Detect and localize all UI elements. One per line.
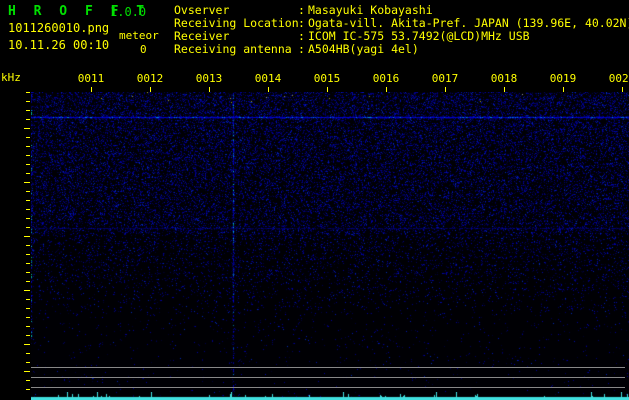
time-tick-label: 0019: [549, 72, 577, 85]
time-tick-label: 0014: [254, 72, 282, 85]
info-value: Masayuki Kobayashi: [308, 3, 433, 17]
freq-minor-tick: [26, 353, 30, 354]
station-info-table: Ovserver : Masayuki Kobayashi Receiving …: [174, 4, 629, 56]
freq-minor-tick: [26, 110, 30, 111]
freq-minor-tick: [26, 155, 30, 156]
waveform-canvas: [31, 392, 629, 400]
freq-tick-mark: [24, 236, 30, 237]
freq-tick-mark: [24, 371, 30, 372]
reference-line: [31, 387, 625, 388]
app-version: 1.0.0: [110, 5, 147, 19]
freq-tick-mark: [24, 182, 30, 183]
datetime-label: 10.11.26 00:10: [8, 38, 110, 52]
spectrogram-panel: kHz 0011 0012 0013 0014 0015 0016 0017 0018 0019…: [0, 70, 629, 400]
freq-minor-tick: [26, 380, 30, 381]
freq-minor-tick: [26, 146, 30, 147]
freq-minor-tick: [26, 200, 30, 201]
freq-minor-tick: [26, 317, 30, 318]
freq-minor-tick: [26, 173, 30, 174]
time-tick-mark: [150, 87, 151, 92]
header-bar: H R O F F T 1.0.0 1011260010.png 10.11.2…: [0, 0, 629, 70]
y-axis-unit-label: kHz: [1, 71, 21, 84]
time-tick-label: 0015: [313, 72, 341, 85]
time-tick-label: 0017: [431, 72, 459, 85]
info-row: Receiving Location : Ogata-vill. Akita-P…: [174, 17, 629, 30]
freq-minor-tick: [26, 254, 30, 255]
freq-minor-tick: [26, 119, 30, 120]
info-key: Receiver: [174, 29, 230, 43]
info-key: Ovserver: [174, 3, 230, 17]
time-tick-mark: [386, 87, 387, 92]
time-tick-mark: [91, 87, 92, 92]
time-tick-mark: [622, 87, 623, 92]
app-title: H R O F F T: [8, 4, 150, 19]
freq-tick-mark: [24, 128, 30, 129]
info-row: Receiver : ICOM IC-575 53.7492(@LCD)MHz …: [174, 30, 629, 43]
info-colon: :: [298, 3, 305, 17]
freq-minor-tick: [26, 263, 30, 264]
time-tick-label: 0016: [372, 72, 400, 85]
info-colon: :: [298, 29, 305, 43]
time-tick-label: 0011: [77, 72, 105, 85]
freq-minor-tick: [26, 92, 30, 93]
freq-minor-tick: [26, 227, 30, 228]
freq-minor-tick: [26, 164, 30, 165]
freq-minor-tick: [26, 209, 30, 210]
freq-minor-tick: [26, 281, 30, 282]
freq-minor-tick: [26, 272, 30, 273]
info-row: Ovserver : Masayuki Kobayashi: [174, 4, 629, 17]
spectrogram-image: [31, 92, 629, 400]
filename-label: 1011260010.png: [8, 21, 110, 35]
info-row: Receiving antenna : A504HB(yagi 4el): [174, 43, 629, 56]
freq-minor-tick: [26, 101, 30, 102]
freq-minor-tick: [26, 191, 30, 192]
info-key: Receiving antenna: [174, 42, 292, 56]
freq-minor-tick: [26, 362, 30, 363]
reference-line: [31, 377, 625, 378]
time-tick-label: 0013: [195, 72, 223, 85]
time-tick-label: 0018: [490, 72, 518, 85]
reference-line: [31, 367, 625, 368]
time-tick-mark: [504, 87, 505, 92]
freq-minor-tick: [26, 308, 30, 309]
time-tick-label: 0012: [136, 72, 164, 85]
time-tick-mark: [268, 87, 269, 92]
info-colon: :: [298, 16, 305, 30]
info-value: A504HB(yagi 4el): [308, 42, 419, 56]
time-tick-mark: [209, 87, 210, 92]
meteor-count: 0: [140, 43, 147, 56]
freq-minor-tick: [26, 245, 30, 246]
freq-minor-tick: [26, 389, 30, 390]
info-colon: :: [298, 42, 305, 56]
waveform-strip: [31, 392, 629, 400]
time-tick-mark: [445, 87, 446, 92]
meteor-label: meteor: [119, 29, 159, 42]
freq-tick-mark: [24, 344, 30, 345]
freq-minor-tick: [26, 326, 30, 327]
time-tick-mark: [327, 87, 328, 92]
info-value: ICOM IC-575 53.7492(@LCD)MHz USB: [308, 29, 530, 43]
freq-tick-mark: [24, 290, 30, 291]
time-tick-label: 0020: [608, 72, 629, 85]
freq-minor-tick: [26, 218, 30, 219]
freq-minor-tick: [26, 299, 30, 300]
info-key: Receiving Location: [174, 16, 299, 30]
freq-minor-tick: [26, 137, 30, 138]
info-value: Ogata-vill. Akita-Pref. JAPAN (139.96E, …: [308, 16, 629, 30]
time-axis: 0011 0012 0013 0014 0015 0016 0017 0018 0019 0020: [0, 70, 629, 92]
freq-minor-tick: [26, 335, 30, 336]
time-tick-mark: [563, 87, 564, 92]
